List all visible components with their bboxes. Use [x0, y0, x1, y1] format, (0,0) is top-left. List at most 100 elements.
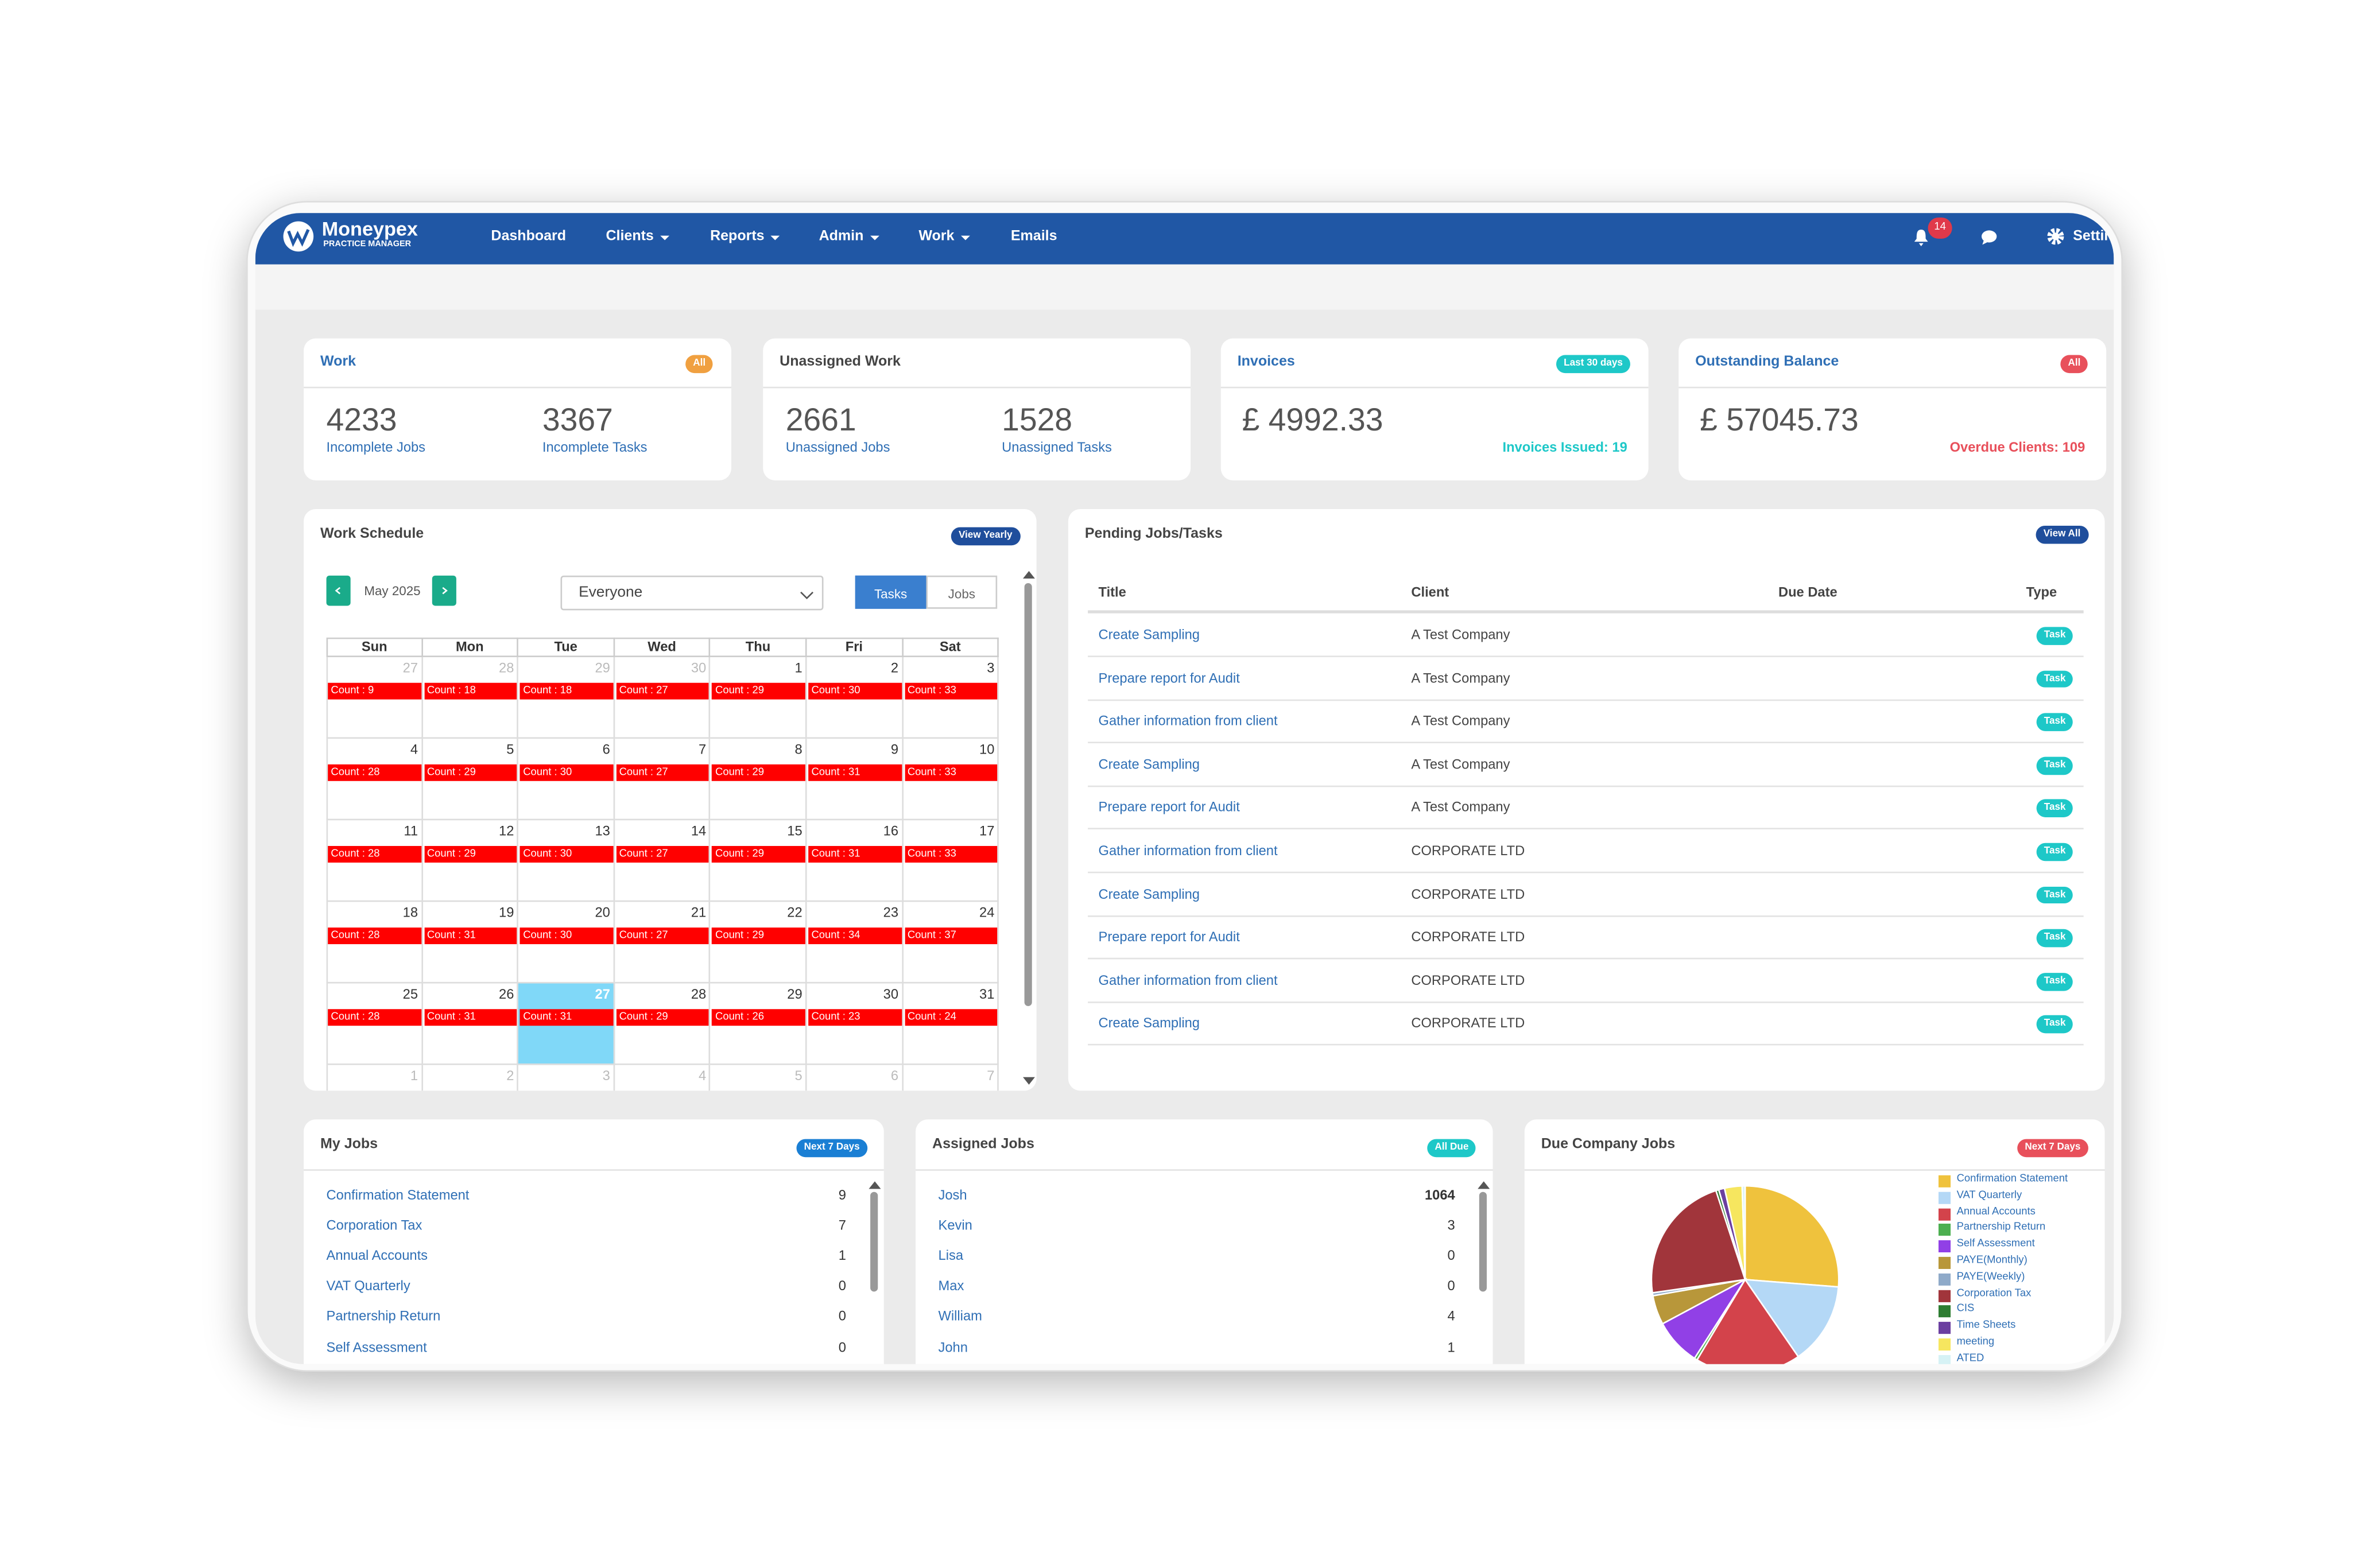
task-count[interactable]: Count : 33 [904, 764, 998, 781]
calendar-cell[interactable] [614, 902, 711, 984]
job-name[interactable]: Corporation Tax [326, 1217, 422, 1233]
filter-select[interactable] [560, 575, 824, 611]
task-count[interactable]: Count : 27 [616, 764, 710, 781]
task-count[interactable]: Count : 18 [424, 682, 517, 700]
next-button[interactable] [432, 575, 456, 606]
calendar-cell[interactable] [711, 902, 807, 984]
task-count[interactable]: Count : 30 [520, 927, 614, 945]
job-title[interactable]: Create Sampling [1098, 886, 1200, 902]
view-all-button[interactable]: View All [2036, 525, 2088, 544]
job-title[interactable]: Gather information from client [1098, 713, 1278, 729]
job-title[interactable]: Create Sampling [1098, 1015, 1200, 1031]
task-count[interactable]: Count : 26 [712, 1009, 805, 1026]
calendar-cell[interactable] [518, 739, 615, 821]
task-count[interactable]: Count : 27 [616, 682, 710, 700]
nav-item[interactable]: Work [918, 228, 969, 245]
task-count[interactable]: Count : 33 [904, 682, 998, 700]
calendar-cell[interactable] [807, 1065, 903, 1091]
nav-item[interactable]: Dashboard [491, 228, 567, 245]
task-count[interactable]: Count : 29 [712, 764, 805, 781]
calendar-cell[interactable] [614, 820, 711, 902]
task-count[interactable]: Count : 29 [712, 845, 805, 863]
calendar-cell[interactable] [422, 657, 519, 739]
nav-item[interactable]: Admin [819, 228, 879, 245]
calendar-cell[interactable] [711, 983, 807, 1065]
job-title[interactable]: Create Sampling [1098, 756, 1200, 772]
calendar-cell[interactable] [711, 820, 807, 902]
task-count[interactable]: Count : 29 [424, 845, 517, 863]
job-name[interactable]: Confirmation Statement [326, 1187, 470, 1203]
task-count[interactable]: Count : 18 [520, 682, 614, 700]
panel-badge[interactable]: Next 7 Days [2017, 1139, 2088, 1157]
calendar-cell[interactable] [902, 657, 999, 739]
calendar-cell[interactable] [518, 1065, 615, 1091]
task-count[interactable]: Count : 28 [328, 845, 421, 863]
task-count[interactable]: Count : 37 [904, 927, 998, 945]
calendar-cell[interactable] [422, 739, 519, 821]
calendar-cell[interactable] [711, 657, 807, 739]
view-yearly-button[interactable]: View Yearly [951, 527, 1020, 545]
pie-slice[interactable] [1696, 1278, 1800, 1364]
task-count[interactable]: Count : 31 [808, 764, 902, 781]
job-name[interactable]: John [938, 1339, 968, 1354]
pie-slice[interactable] [1650, 1189, 1746, 1294]
job-title[interactable]: Create Sampling [1098, 627, 1200, 642]
calendar-cell[interactable] [902, 983, 999, 1065]
gear-icon[interactable] [2047, 228, 2064, 249]
calendar-cell[interactable] [422, 820, 519, 902]
calendar-cell[interactable] [422, 902, 519, 984]
job-name[interactable]: Josh [938, 1187, 967, 1203]
calendar-cell[interactable] [902, 902, 999, 984]
calendar-cell[interactable] [326, 983, 422, 1065]
task-count[interactable]: Count : 23 [808, 1009, 902, 1026]
calendar-cell[interactable] [614, 657, 711, 739]
job-title[interactable]: Prepare report for Audit [1098, 670, 1240, 685]
job-name[interactable]: William [938, 1309, 982, 1324]
calendar-cell[interactable] [615, 1065, 711, 1091]
panel-badge[interactable]: Next 7 Days [796, 1139, 867, 1157]
calendar-cell[interactable] [518, 657, 615, 739]
calendar-cell[interactable] [326, 902, 422, 984]
tab[interactable]: Jobs [926, 575, 998, 609]
calendar-cell[interactable] [902, 739, 999, 821]
calendar-cell[interactable] [614, 739, 711, 821]
prev-button[interactable] [326, 575, 351, 606]
pie-slice[interactable] [1743, 1278, 1840, 1358]
task-count[interactable]: Count : 29 [424, 764, 517, 781]
card-badge[interactable]: All [2060, 355, 2088, 373]
task-count[interactable]: Count : 34 [808, 927, 902, 945]
task-count[interactable]: Count : 30 [520, 845, 614, 863]
nav-item[interactable]: Clients [606, 228, 669, 245]
calendar-cell[interactable] [807, 902, 903, 984]
task-count[interactable]: Count : 30 [520, 764, 614, 781]
job-name[interactable]: VAT Quarterly [326, 1278, 410, 1294]
job-name[interactable]: Self Assessment [326, 1339, 427, 1354]
task-count[interactable]: Count : 29 [712, 682, 805, 700]
calendar-cell[interactable] [326, 1065, 422, 1091]
task-count[interactable]: Count : 31 [520, 1009, 614, 1026]
task-count[interactable]: Count : 27 [616, 927, 710, 945]
job-name[interactable]: Kevin [938, 1217, 972, 1233]
job-name[interactable]: Max [938, 1278, 964, 1294]
job-name[interactable]: Lisa [938, 1248, 964, 1263]
pie-slice[interactable] [1741, 1185, 1746, 1280]
pie-slice[interactable] [1744, 1185, 1840, 1288]
task-count[interactable]: Count : 24 [904, 1009, 998, 1026]
job-title[interactable]: Prepare report for Audit [1098, 799, 1240, 815]
calendar-cell[interactable] [807, 983, 903, 1065]
calendar-cell[interactable] [807, 820, 903, 902]
task-count[interactable]: Count : 27 [616, 845, 710, 863]
job-title[interactable]: Prepare report for Audit [1098, 929, 1240, 945]
task-count[interactable]: Count : 29 [712, 927, 805, 945]
task-count[interactable]: Count : 31 [424, 1009, 517, 1026]
task-count[interactable]: Count : 33 [904, 845, 998, 863]
task-count[interactable]: Count : 30 [808, 682, 902, 700]
job-title[interactable]: Gather information from client [1098, 972, 1278, 988]
settings[interactable]: Settings [2073, 228, 2114, 245]
calendar-cell[interactable] [807, 739, 903, 821]
task-count[interactable]: Count : 9 [328, 682, 421, 700]
calendar-cell[interactable] [711, 1065, 807, 1091]
task-count[interactable]: Count : 28 [328, 1009, 421, 1026]
chat-icon[interactable] [1981, 230, 1998, 249]
calendar-cell[interactable] [422, 1065, 519, 1091]
